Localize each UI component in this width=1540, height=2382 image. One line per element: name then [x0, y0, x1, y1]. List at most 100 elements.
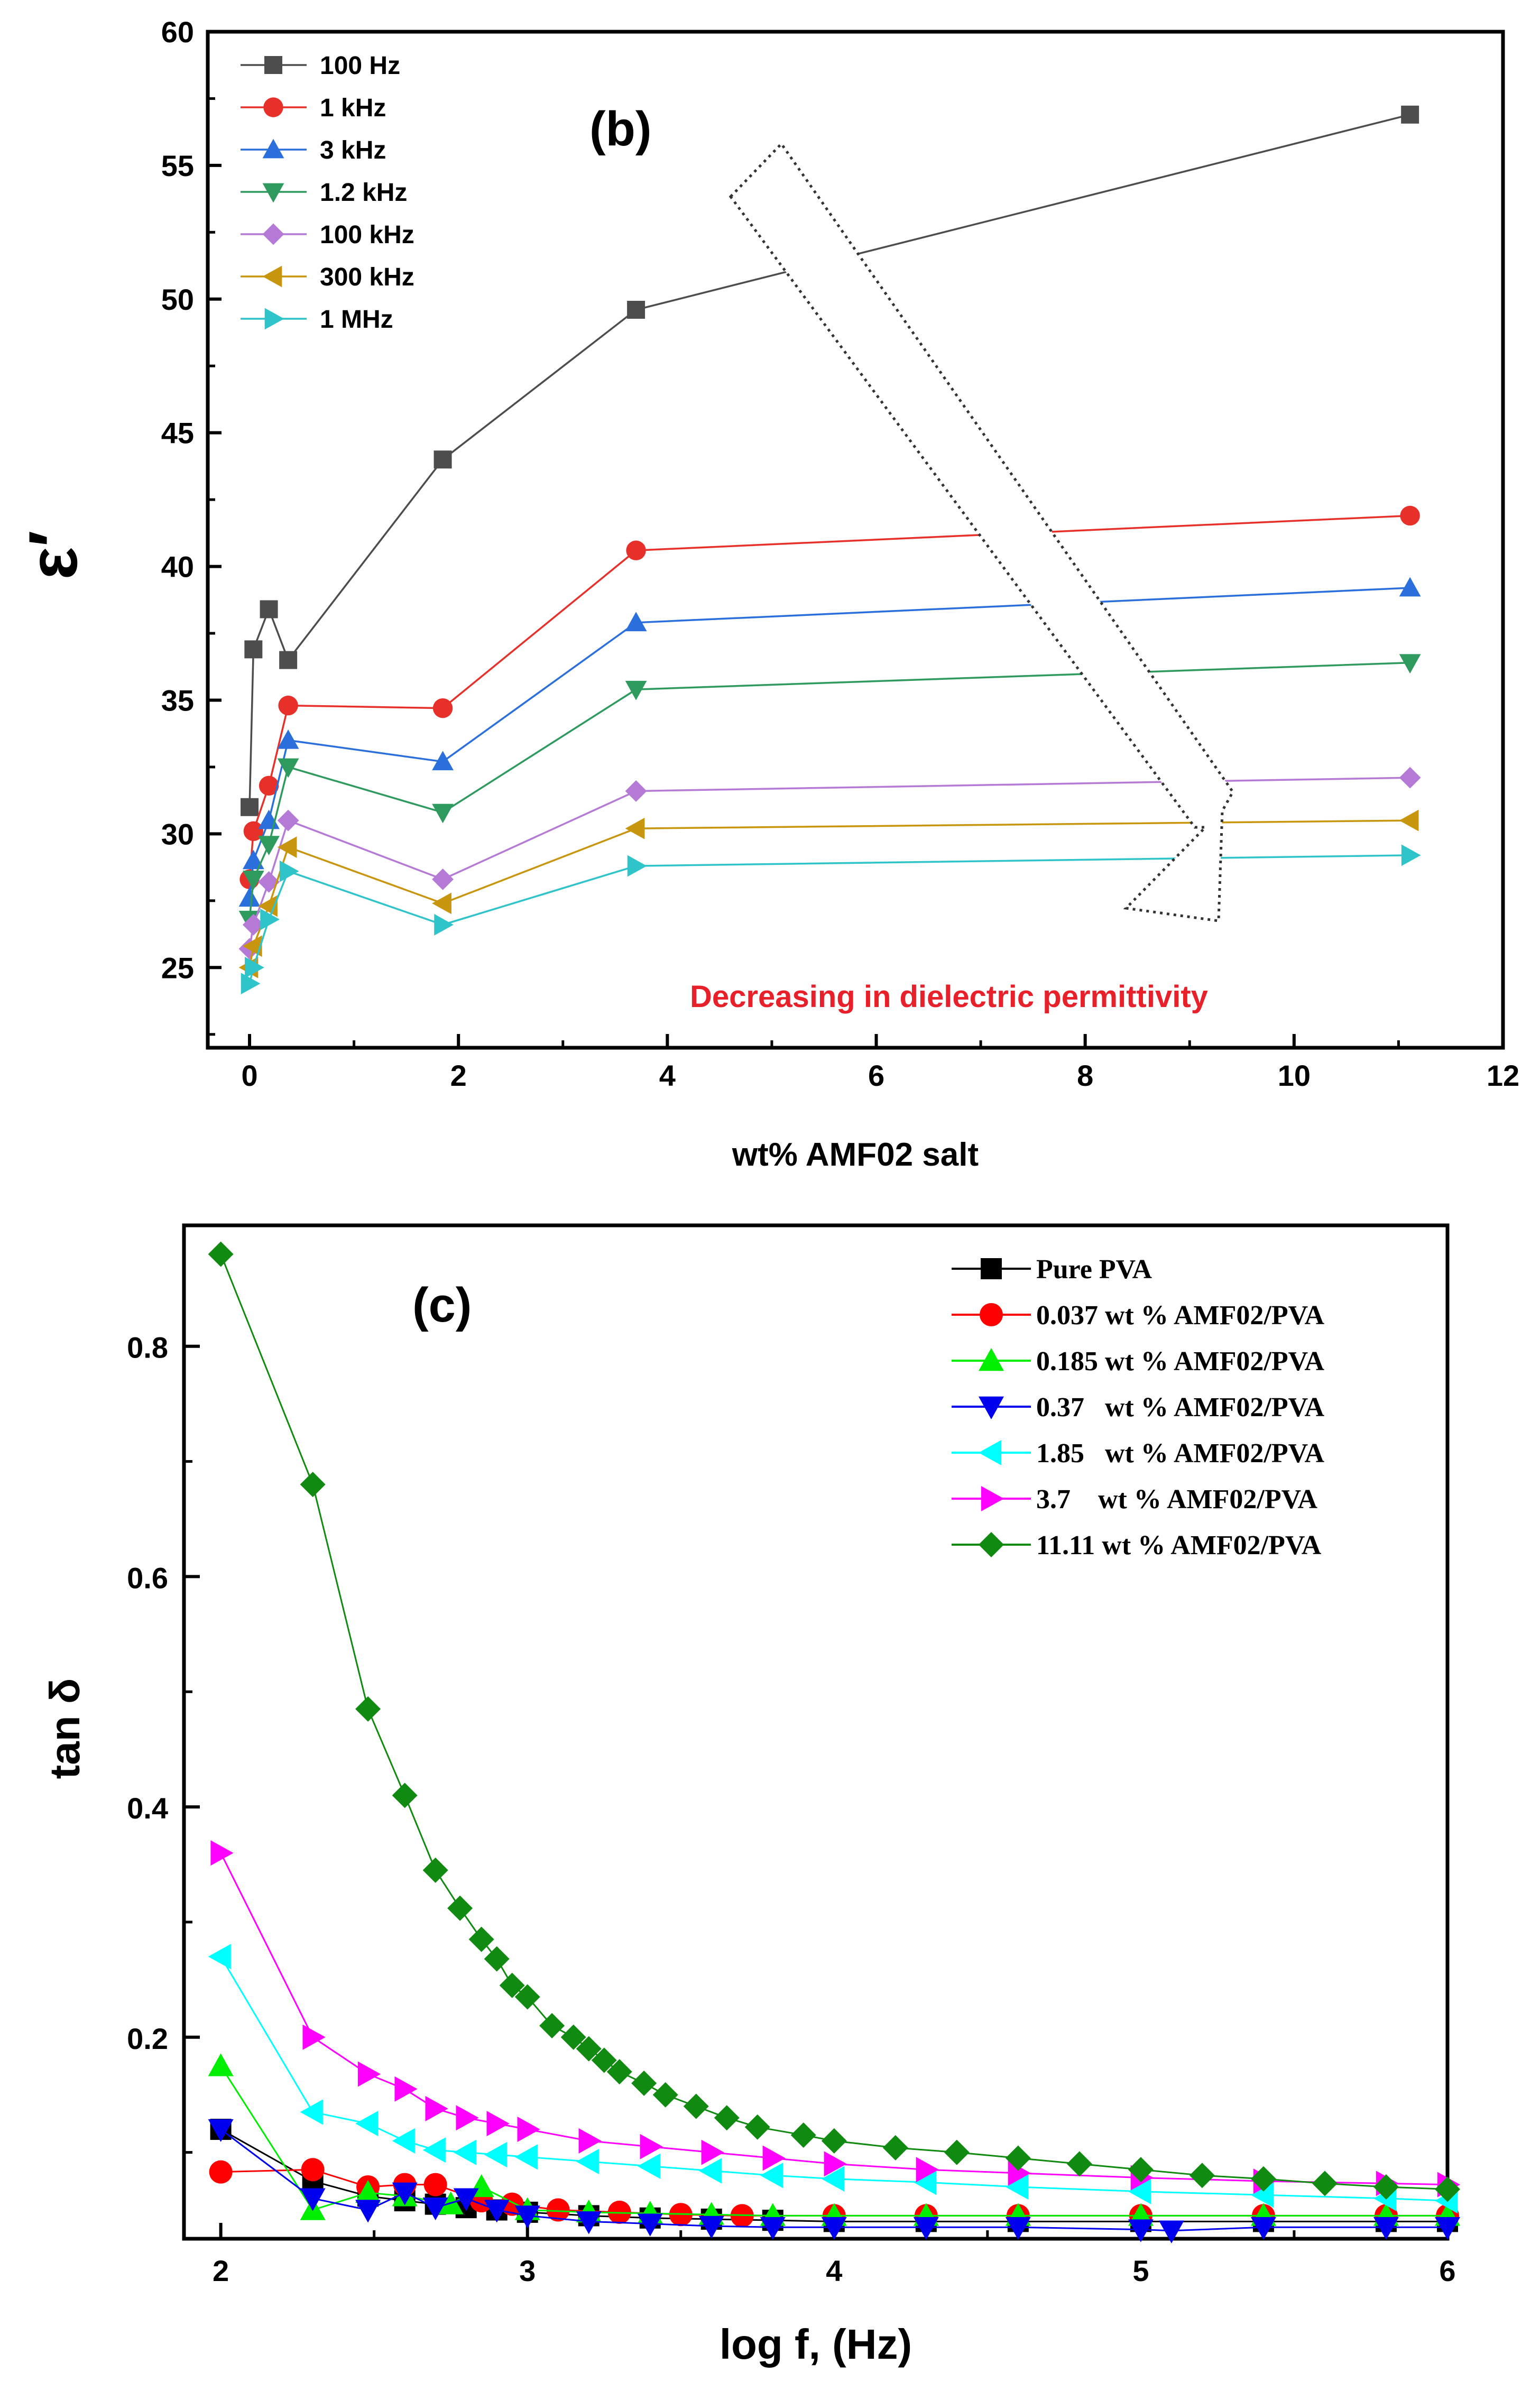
data-point-0-37-wt-amf02-pva: [1373, 2217, 1399, 2240]
data-point-0-37-wt-amf02-pva: [208, 2119, 234, 2143]
data-point-3-7-wt-amf02-pva: [210, 1840, 234, 1866]
legend-marker: [264, 308, 284, 330]
data-point-100-hz: [434, 450, 452, 469]
series-1-mhz: [241, 844, 1421, 995]
data-point-100-khz: [277, 809, 299, 832]
data-point-3-khz: [277, 729, 299, 749]
data-point-11-11-wt-amf02-pva: [683, 2093, 709, 2119]
data-point-0-37-wt-amf02-pva: [913, 2217, 939, 2240]
data-point-11-11-wt-amf02-pva: [499, 1972, 525, 1998]
y-tick-label-b: 45: [161, 417, 194, 450]
data-point-0-37-wt-amf02-pva: [1435, 2217, 1460, 2240]
data-point-100-hz: [260, 600, 278, 618]
data-point-11-11-wt-amf02-pva: [1066, 2151, 1092, 2177]
data-point-0-37-wt-amf02-pva: [355, 2200, 381, 2223]
data-point-3-7-wt-amf02-pva: [824, 2151, 847, 2177]
legend-c: Pure PVA 0.037 wt % AMF02/PVA 0.185 wt % A…: [952, 1254, 1324, 1561]
series-line-1-2-khz: [248, 661, 1410, 920]
data-point-11-11-wt-amf02-pva: [447, 1895, 473, 1921]
data-point-3-7-wt-amf02-pva: [357, 2061, 381, 2087]
data-point-1-85-wt-amf02-pva: [392, 2128, 415, 2154]
data-point-3-7-wt-amf02-pva: [640, 2134, 663, 2159]
data-point-0-37-wt-amf02-pva: [576, 2211, 602, 2235]
data-point-1-85-wt-amf02-pva: [821, 2166, 845, 2192]
data-point-0-037-wt-amf02-pva: [546, 2198, 570, 2222]
data-point-100-hz: [627, 301, 645, 319]
legend-label: 1.85 wt % AMF02/PVA: [1036, 1438, 1324, 1469]
series-11-11-wt-amf02-pva: [208, 1241, 1460, 2202]
data-point-1-85-wt-amf02-pva: [355, 2111, 379, 2137]
data-point-1-mhz: [241, 973, 261, 995]
y-tick-label-c: 0.4: [127, 1792, 168, 1825]
y-tick-label-b: 55: [161, 149, 194, 182]
legend-label: 3.7 wt % AMF02/PVA: [1036, 1484, 1317, 1515]
data-point-100-hz: [244, 640, 263, 659]
data-point-11-11-wt-amf02-pva: [591, 2047, 617, 2073]
y-tick-label-c: 0.8: [127, 1331, 168, 1364]
data-point-3-khz: [432, 751, 454, 771]
legend-label: 300 kHz: [320, 263, 414, 291]
data-point-11-11-wt-amf02-pva: [484, 1946, 510, 1972]
legend-marker: [263, 97, 283, 117]
data-point-3-khz: [625, 612, 647, 632]
data-point-100-khz: [242, 913, 264, 936]
data-point-1-mhz: [245, 956, 264, 978]
data-point-3-7-wt-amf02-pva: [302, 2024, 326, 2050]
legend-marker: [264, 56, 282, 74]
series-100-hz: [241, 105, 1419, 816]
series-1-2-khz: [238, 654, 1421, 930]
data-point-1-2-khz: [625, 680, 647, 700]
decrease-arrow: [728, 142, 1234, 922]
data-point-3-7-wt-amf02-pva: [701, 2139, 724, 2165]
data-point-1-85-wt-amf02-pva: [637, 2153, 660, 2179]
x-tick-label-b: 6: [868, 1059, 884, 1092]
x-tick-label-c: 4: [826, 2254, 842, 2287]
data-point-100-khz: [432, 868, 454, 890]
data-point-11-11-wt-amf02-pva: [744, 2114, 770, 2140]
data-point-0-37-wt-amf02-pva: [637, 2213, 663, 2237]
data-point-3-khz: [242, 850, 264, 870]
data-point-0-037-wt-amf02-pva: [209, 2160, 233, 2184]
series-0-37-wt-amf02-pva: [208, 2119, 1460, 2243]
data-point-1-85-wt-amf02-pva: [698, 2158, 722, 2184]
data-point-3-khz: [1399, 577, 1421, 597]
x-axis-title-c: log f, (Hz): [720, 2321, 912, 2368]
legend-item-11-11-wt-amf02-pva: 11.11 wt % AMF02/PVA: [952, 1530, 1322, 1561]
data-point-3-7-wt-amf02-pva: [456, 2105, 479, 2131]
data-point-11-11-wt-amf02-pva: [1128, 2157, 1154, 2183]
data-point-11-11-wt-amf02-pva: [514, 1984, 540, 2010]
data-point-100-khz: [258, 871, 280, 893]
axes-c: 2 3 4 5 6 0.2 0.4 0.6 0.8: [127, 1331, 1455, 2287]
series-300-khz: [238, 809, 1419, 978]
data-point-1-mhz: [1401, 844, 1421, 866]
data-point-11-11-wt-amf02-pva: [606, 2059, 632, 2085]
data-point-300-khz: [242, 935, 262, 957]
x-tick-label-b: 0: [241, 1059, 257, 1092]
legend-label: Pure PVA: [1036, 1254, 1152, 1285]
data-point-0-37-wt-amf02-pva: [1128, 2219, 1154, 2242]
x-tick-label-c: 5: [1132, 2254, 1149, 2287]
data-point-0-37-wt-amf02-pva: [821, 2217, 847, 2240]
data-point-11-11-wt-amf02-pva: [652, 2082, 678, 2108]
data-point-1-85-wt-amf02-pva: [1005, 2174, 1029, 2200]
data-point-1-khz: [626, 540, 646, 560]
legend-item-3-khz: 3 kHz: [241, 136, 386, 164]
y-tick-label-c: 0.2: [127, 2022, 168, 2055]
legend-item-0-185-wt-amf02-pva: 0.185 wt % AMF02/PVA: [952, 1346, 1324, 1377]
data-point-3-7-wt-amf02-pva: [762, 2145, 786, 2171]
panel-c: 2 3 4 5 6 0.2 0.4 0.6 0.8 (c) Pure PVA 0.037 wt %…: [41, 1223, 1460, 2368]
legend-marker: [262, 223, 284, 245]
data-point-0-037-wt-amf02-pva: [301, 2158, 325, 2182]
legend-item-1-mhz: 1 MHz: [241, 306, 393, 334]
legend-item-0-037-wt-amf02-pva: 0.037 wt % AMF02/PVA: [952, 1300, 1324, 1331]
data-point-1-85-wt-amf02-pva: [576, 2149, 599, 2175]
legend-label: 1.2 kHz: [320, 179, 407, 207]
x-tick-label-c: 2: [213, 2254, 229, 2287]
legend-marker: [262, 139, 284, 159]
series-group-c: [208, 1241, 1460, 2243]
data-point-11-11-wt-amf02-pva: [392, 1783, 418, 1808]
data-point-3-7-wt-amf02-pva: [1008, 2160, 1031, 2186]
plot-frame-c: [182, 1223, 1450, 2241]
data-point-11-11-wt-amf02-pva: [208, 1241, 234, 1267]
data-point-1-85-wt-amf02-pva: [208, 1944, 231, 1970]
